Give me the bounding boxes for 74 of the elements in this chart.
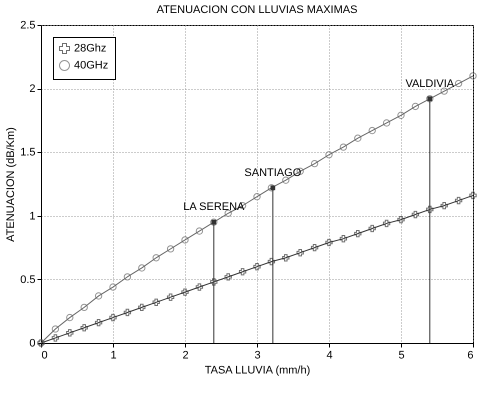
point <box>66 314 74 322</box>
point <box>138 304 146 312</box>
point <box>426 206 434 214</box>
point <box>412 210 420 218</box>
point <box>224 273 232 281</box>
point <box>325 151 333 158</box>
point <box>340 143 348 151</box>
point <box>454 80 462 88</box>
point <box>238 268 246 276</box>
point <box>181 236 189 244</box>
x-axis-title: TASA LLUVIA (mm/h) <box>204 364 310 376</box>
y-tick-label: 0 <box>29 338 36 350</box>
legend-label: 28Ghz <box>74 42 106 54</box>
point <box>397 216 405 224</box>
point <box>52 334 60 342</box>
point <box>340 235 348 242</box>
point <box>440 87 448 95</box>
point <box>80 324 88 332</box>
point <box>253 193 261 200</box>
point <box>268 184 276 192</box>
chart-title: ATENUACION CON LLUVIAS MAXIMAS <box>156 4 358 16</box>
x-tick-label: 5 <box>398 350 405 362</box>
point <box>382 220 390 228</box>
y-tick-label: 1 <box>29 210 36 222</box>
point <box>181 288 189 296</box>
point <box>310 160 318 168</box>
legend-label: 40GHz <box>74 60 108 72</box>
point <box>354 230 362 238</box>
point <box>196 283 204 291</box>
y-tick-label: 2 <box>29 83 36 96</box>
x-tick-label: 2 <box>182 350 189 362</box>
point <box>109 283 117 291</box>
point <box>270 185 276 190</box>
point <box>52 325 60 333</box>
point <box>354 134 362 142</box>
point <box>124 273 132 281</box>
x-tick-label: 6 <box>467 350 474 362</box>
point <box>469 192 477 200</box>
point <box>282 254 290 262</box>
y-tick-label: 0.5 <box>20 274 36 286</box>
data-label: VALDIVIA <box>405 78 455 90</box>
point <box>268 258 276 266</box>
point <box>80 304 88 312</box>
point <box>166 245 174 253</box>
x-tick-label: 1 <box>110 350 117 362</box>
point <box>310 244 318 252</box>
point <box>397 112 405 119</box>
x-tick-label: 0 <box>42 350 48 362</box>
point <box>210 278 218 286</box>
point <box>152 254 160 262</box>
x-tick-label: 3 <box>254 350 261 362</box>
point <box>253 263 261 270</box>
point <box>382 119 390 127</box>
y-tick-label: 1.5 <box>20 146 36 159</box>
point <box>368 126 376 134</box>
y-axis-title: ATENUACION (dB/Km) <box>5 127 18 242</box>
point <box>109 314 117 322</box>
point <box>368 224 376 232</box>
point <box>138 264 146 272</box>
point <box>94 318 102 326</box>
point <box>325 238 333 246</box>
point <box>440 202 448 210</box>
point <box>469 72 477 80</box>
y-tick-label: 2.5 <box>20 20 36 32</box>
point <box>196 227 204 235</box>
point <box>94 292 102 300</box>
point <box>454 196 462 204</box>
point <box>124 308 132 316</box>
point <box>412 102 420 110</box>
point <box>66 329 74 336</box>
point <box>296 249 304 256</box>
x-tick-label: 4 <box>326 350 333 362</box>
point <box>166 294 174 301</box>
point <box>152 298 160 306</box>
